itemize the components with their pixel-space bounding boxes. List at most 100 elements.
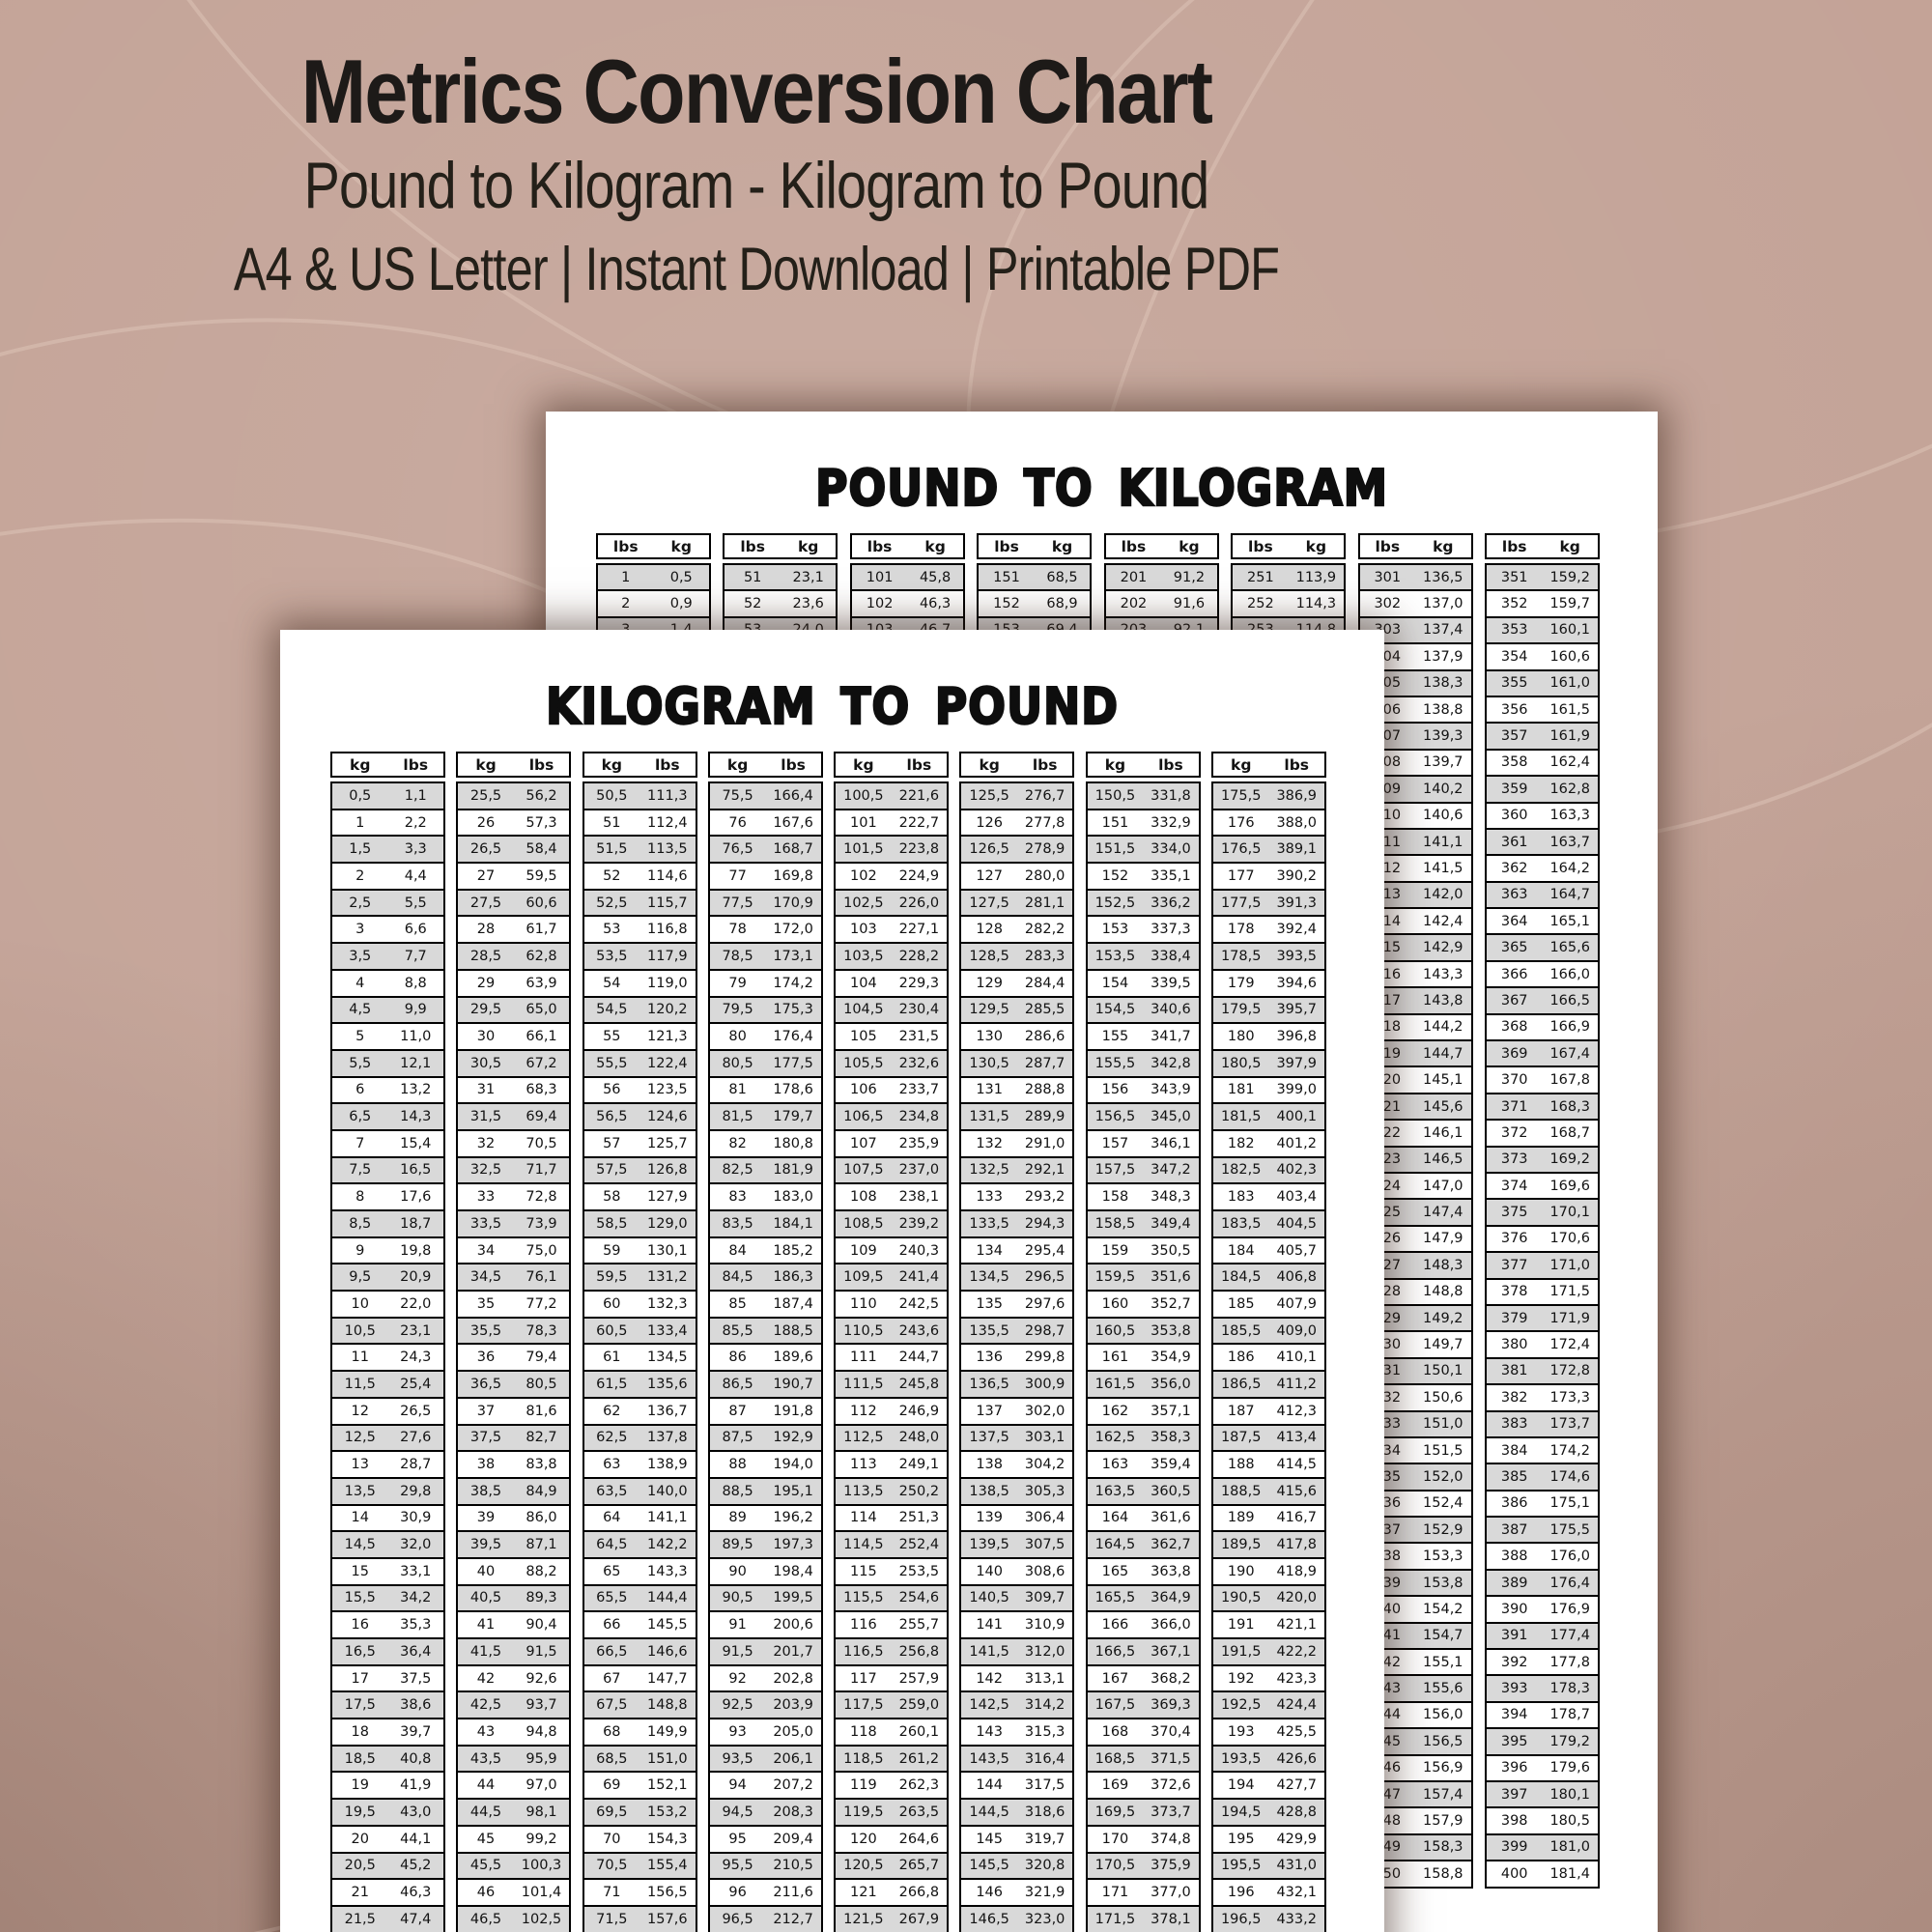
table-row: 373 169,2: [1486, 1145, 1598, 1172]
kg-value: 58,5: [596, 1215, 628, 1232]
kg-value: 106: [850, 1082, 877, 1098]
kg-value: 146,5: [969, 1911, 1009, 1927]
table-row: 6,5 14,3: [332, 1102, 443, 1129]
table-row: 120 264,6: [836, 1824, 948, 1852]
kg-value: 169: [1101, 1777, 1129, 1794]
table-row: 186 410,1: [1212, 1343, 1324, 1370]
back-page-title: POUND TO KILOGRAM: [814, 460, 1389, 518]
table-row: 158 348,3: [1087, 1182, 1199, 1209]
lbs-value: 421,1: [1276, 1617, 1317, 1634]
lbs-value: 75,0: [526, 1242, 557, 1259]
table-row: 177,5 391,3: [1212, 888, 1324, 916]
kg-column-header: kg: [979, 755, 1000, 774]
table-row: 70,5 155,4: [583, 1851, 696, 1879]
table-row: 158,5 349,4: [1087, 1209, 1199, 1236]
table-row: 352 159,7: [1486, 589, 1598, 615]
lbs-value: 254,6: [898, 1590, 940, 1606]
lbs-value: 338,4: [1151, 948, 1191, 964]
table-row: 128,5 283,3: [961, 942, 1073, 969]
kg-value: 184: [1227, 1242, 1255, 1259]
lbs-value: 356: [1500, 701, 1528, 718]
kg-value: 169,5: [1094, 1804, 1136, 1820]
lbs-value: 243,6: [898, 1322, 940, 1339]
table-row: 364 165,1: [1486, 907, 1598, 933]
lbs-value: 377,0: [1151, 1885, 1191, 1901]
lbs-value: 140,0: [647, 1483, 688, 1499]
table-row: 108 238,1: [836, 1182, 948, 1209]
lbs-value: 396,8: [1276, 1029, 1317, 1045]
kg-value: 103,5: [843, 948, 884, 964]
table-rows: 125,5 276,7 126 277,8 126,5 278,9 127 280,0 127,…: [959, 781, 1075, 1932]
lbs-value: 234,8: [898, 1109, 940, 1125]
kg-value: 152,0: [1423, 1468, 1463, 1485]
kg-value: 190,5: [1220, 1590, 1262, 1606]
lbs-value: 420,0: [1276, 1590, 1317, 1606]
lbs-value: 77,2: [526, 1295, 557, 1312]
kg-value: 160,1: [1549, 622, 1590, 639]
lbs-value: 232,6: [898, 1055, 940, 1071]
lbs-value: 239,2: [898, 1215, 940, 1232]
kg-value: 152,5: [1094, 895, 1136, 911]
table-row: 395 179,2: [1486, 1727, 1598, 1754]
kg-value: 125,5: [969, 787, 1009, 804]
table-row: 65 143,3: [583, 1556, 696, 1584]
table-row: 301 136,5: [1359, 565, 1471, 590]
table-row: 144,5 318,6: [961, 1798, 1073, 1825]
lbs-column-header: lbs: [1375, 537, 1401, 555]
lbs-value: 114,6: [647, 867, 688, 884]
lbs-value: 391: [1500, 1628, 1528, 1644]
kg-value: 84: [728, 1242, 747, 1259]
kg-value: 16,5: [344, 1643, 376, 1660]
kg-value: 43: [476, 1723, 496, 1740]
kg-value: 140,2: [1423, 781, 1463, 797]
table-row: 192 423,3: [1212, 1663, 1324, 1691]
kg-value: 41,5: [469, 1643, 502, 1660]
kg-value: 33,5: [469, 1215, 502, 1232]
table-row: 192,5 424,4: [1212, 1690, 1324, 1719]
table-rows: 351 159,2 352 159,7 353 160,1 354 160,6 355 161,0…: [1484, 563, 1600, 1889]
table-row: 26 57,3: [458, 808, 570, 836]
lbs-value: 130,1: [647, 1242, 688, 1259]
table-row: 399 181,0: [1486, 1833, 1598, 1861]
lbs-value: 41,9: [400, 1777, 432, 1794]
kg-value: 57,5: [596, 1162, 628, 1179]
table-row: 15 33,1: [332, 1556, 443, 1584]
table-row: 374 169,6: [1486, 1171, 1598, 1198]
kg-value: 179,2: [1549, 1733, 1590, 1749]
kg-value: 42: [476, 1670, 496, 1687]
lbs-value: 280,0: [1024, 867, 1065, 884]
lbs-value: 359,4: [1151, 1457, 1191, 1473]
lbs-value: 394: [1500, 1707, 1528, 1723]
kg-value: 36: [476, 1350, 496, 1366]
table-row: 176 388,0: [1212, 808, 1324, 836]
table-row: 185,5 409,0: [1212, 1316, 1324, 1344]
kg-value: 144,7: [1423, 1045, 1463, 1062]
kg-value: 91,2: [1173, 569, 1206, 585]
table-row: 102 46,3: [851, 589, 963, 615]
kg-value: 85,5: [722, 1322, 753, 1339]
lbs-value: 188,5: [773, 1322, 813, 1339]
kg-value: 156,9: [1423, 1760, 1463, 1776]
table-row: 188 414,5: [1212, 1450, 1324, 1477]
kg-value: 167,4: [1549, 1045, 1590, 1062]
kg-value: 36,5: [469, 1376, 502, 1392]
kg-value: 64,5: [596, 1537, 628, 1553]
table-row: 62,5 137,8: [583, 1423, 696, 1451]
kg-value: 2,5: [349, 895, 372, 911]
lbs-value: 40,8: [400, 1750, 432, 1767]
table-row: 12,5 27,6: [332, 1423, 443, 1451]
kg-value: 166,5: [1094, 1643, 1136, 1660]
lbs-value: 123,5: [647, 1082, 688, 1098]
lbs-value: 117,9: [647, 948, 688, 964]
kg-value: 9,5: [349, 1269, 372, 1286]
lbs-value: 13,2: [400, 1082, 432, 1098]
table-row: 7 15,4: [332, 1128, 443, 1156]
lbs-value: 4,4: [404, 867, 427, 884]
lbs-value: 135,6: [647, 1376, 688, 1392]
lbs-value: 73,9: [526, 1215, 557, 1232]
table-row: 75,5 166,4: [709, 783, 821, 809]
kg-value: 61,5: [596, 1376, 628, 1392]
table-row: 170,5 375,9: [1087, 1851, 1199, 1879]
column-header-row: kg lbs: [834, 752, 950, 778]
kg-value: 43,5: [469, 1750, 502, 1767]
